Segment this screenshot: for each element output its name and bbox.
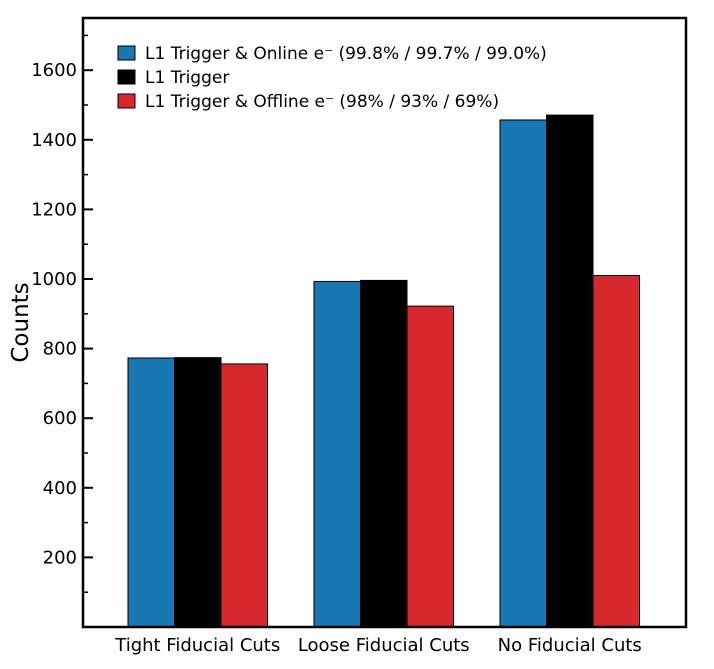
y-tick-label: 200 (43, 547, 77, 568)
y-axis: 200 400 600 800 1000 1200 1400 1600 (31, 34, 93, 593)
legend-label-3: L1 Trigger & Offline e⁻ (98% / 93% / 69%… (145, 92, 499, 112)
bars-group (127, 114, 640, 628)
bar-2-3 (546, 114, 594, 628)
bar-3-1 (220, 363, 268, 628)
bar-3-3 (592, 275, 640, 628)
y-tick-label: 800 (43, 339, 77, 360)
legend-label-1: L1 Trigger & Online e⁻ (99.8% / 99.7% / … (145, 44, 547, 64)
legend-swatch-3 (117, 93, 136, 109)
x-tick-label: No Fiducial Cuts (498, 635, 642, 656)
plot-frame (81, 16, 688, 629)
y-tick-label: 600 (43, 408, 77, 429)
y-tick-label: 1600 (31, 60, 77, 81)
bar-3-2 (406, 305, 454, 628)
bar-1-2 (313, 280, 361, 628)
bar-1-1 (127, 357, 175, 628)
bar-2-1 (174, 357, 222, 628)
bar-1-3 (499, 119, 547, 628)
legend-swatch-2 (117, 69, 136, 85)
legend-swatch-1 (117, 45, 136, 61)
bar-2-2 (360, 279, 408, 628)
x-tick-label: Loose Fiducial Cuts (298, 635, 470, 656)
y-tick-label: 1000 (31, 269, 77, 290)
y-tick-label: 1400 (31, 130, 77, 151)
legend: L1 Trigger & Online e⁻ (99.8% / 99.7% / … (117, 44, 547, 112)
x-axis: Tight Fiducial Cuts Loose Fiducial Cuts No… (114, 635, 642, 656)
legend-label-2: L1 Trigger (145, 68, 229, 88)
x-tick-label: Tight Fiducial Cuts (114, 635, 280, 656)
y-tick-label: 400 (43, 478, 77, 499)
y-axis-label: Counts (8, 282, 34, 362)
y-tick-label: 1200 (31, 199, 77, 220)
